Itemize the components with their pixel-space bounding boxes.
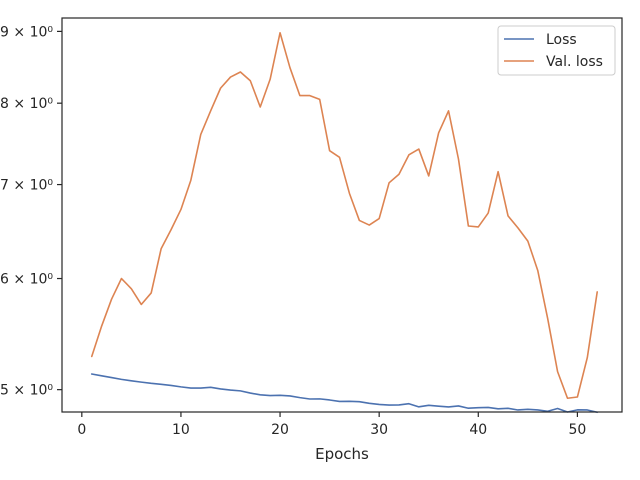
y-tick-label: 8 × 10⁰ <box>0 96 53 112</box>
x-tick-label: 0 <box>77 422 86 438</box>
y-tick-label: 5 × 10⁰ <box>0 383 53 399</box>
x-tick-label: 20 <box>271 422 289 438</box>
plot-frame <box>61 17 623 413</box>
series-line-loss <box>90 373 599 414</box>
x-tick-label: 50 <box>568 422 586 438</box>
legend-label: Val. loss <box>546 54 603 70</box>
series-layer <box>90 31 599 414</box>
legend-label: Loss <box>546 32 577 48</box>
axes-layer: 0 10 20 30 40 50 5 × 10⁰ 6 × 10⁰ 7 × 10⁰ 8 × 10⁰ 9… <box>0 17 623 438</box>
x-tick-label: 30 <box>370 422 388 438</box>
y-tick-label: 7 × 10⁰ <box>0 178 53 194</box>
y-tick-label: 6 × 10⁰ <box>0 272 53 288</box>
plot-background <box>62 18 622 412</box>
series-line-val-loss <box>90 31 599 400</box>
legend: Loss Val. loss <box>497 25 616 76</box>
x-tick-label: 40 <box>469 422 487 438</box>
x-axis-label: Epochs <box>315 445 369 463</box>
x-tick-label: 10 <box>172 422 190 438</box>
y-tick-label: 9 × 10⁰ <box>0 24 53 40</box>
